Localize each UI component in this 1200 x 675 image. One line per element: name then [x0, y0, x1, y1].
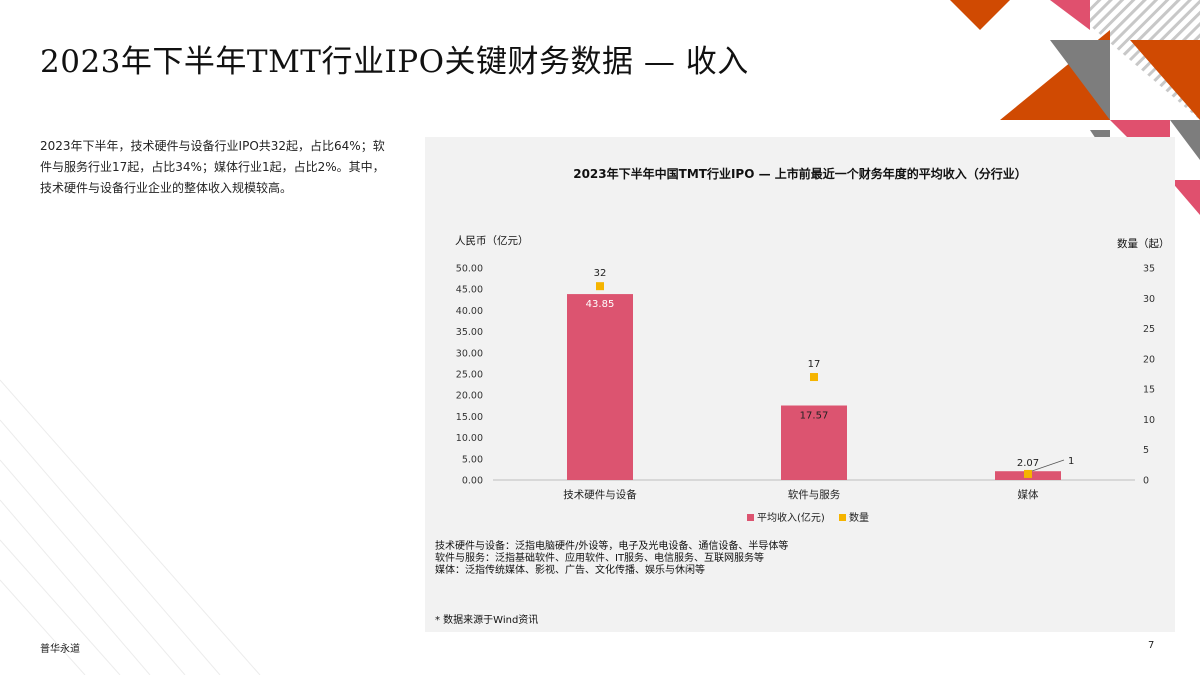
y-tick-right: 35 — [1143, 264, 1155, 275]
legend-label-count: 数量 — [849, 511, 869, 524]
y-tick-left: 0.00 — [462, 476, 483, 487]
decor-striped-top — [1060, 0, 1200, 120]
y-tick-left: 35.00 — [456, 327, 483, 338]
y-tick-left: 5.00 — [462, 454, 483, 465]
legend-swatch-count — [839, 514, 846, 521]
marker-leader-line — [1031, 459, 1065, 472]
y-tick-right: 5 — [1143, 445, 1149, 456]
count-value-label: 17 — [808, 359, 821, 370]
decor-pink-top — [1050, 0, 1090, 30]
count-marker — [810, 373, 818, 382]
y-tick-right: 0 — [1143, 476, 1149, 487]
count-marker — [1024, 469, 1032, 478]
summary-text: 2023年下半年，技术硬件与设备行业IPO共32起，占比64%；软件与服务行业1… — [40, 139, 385, 195]
page-number: 7 — [1148, 640, 1155, 651]
legend-swatch-revenue — [747, 514, 754, 521]
y-tick-left: 10.00 — [456, 433, 483, 444]
y-tick-left: 25.00 — [456, 370, 483, 381]
source-note: * 数据来源于Wind资讯 — [435, 615, 539, 626]
y-tick-left: 50.00 — [456, 264, 483, 275]
y-tick-right: 20 — [1143, 354, 1155, 365]
x-tick-label: 媒体 — [1018, 488, 1040, 501]
y-tick-right: 30 — [1143, 294, 1155, 305]
bar-value-label: 43.85 — [586, 299, 615, 310]
decor-bottom-lines — [0, 379, 261, 675]
category-notes: 技术硬件与设备：泛指电脑硬件/外设等，电子及光电设备、通信设备、半导体等 软件与… — [435, 541, 788, 577]
note-line-hardware: 技术硬件与设备：泛指电脑硬件/外设等，电子及光电设备、通信设备、半导体等 — [435, 541, 789, 552]
y-tick-right: 15 — [1143, 385, 1155, 396]
bar — [567, 294, 633, 480]
decor-orange-top — [950, 0, 1010, 30]
y-axis-left-label: 人民币（亿元） — [455, 234, 529, 247]
count-value-label: 1 — [1068, 456, 1074, 467]
chart-title: 2023年下半年中国TMT行业IPO — 上市前最近一个财务年度的平均收入（分行… — [573, 167, 1027, 181]
y-tick-left: 30.00 — [456, 348, 483, 359]
x-tick-label: 软件与服务 — [788, 488, 841, 501]
bar — [781, 405, 847, 480]
y-tick-right: 10 — [1143, 415, 1155, 426]
bar-value-label: 2.07 — [1017, 458, 1039, 469]
y-tick-left: 40.00 — [456, 306, 483, 317]
note-line-media: 媒体：泛指传统媒体、影视、广告、文化传播、娱乐与休闲等 — [435, 565, 705, 576]
decor-orange-large — [1000, 30, 1110, 120]
y-tick-left: 15.00 — [456, 412, 483, 423]
y-tick-left: 45.00 — [456, 285, 483, 296]
page-title: 2023年下半年TMT行业IPO关键财务数据 — 收入 — [40, 44, 749, 80]
bar-value-label: 17.57 — [800, 411, 829, 422]
count-marker — [596, 282, 604, 291]
count-value-label: 32 — [594, 268, 607, 279]
chart-panel: 2023年下半年中国TMT行业IPO — 上市前最近一个财务年度的平均收入（分行… — [425, 137, 1175, 632]
x-tick-label: 技术硬件与设备 — [563, 488, 637, 501]
y-tick-right: 25 — [1143, 324, 1155, 335]
legend-label-revenue: 平均收入(亿元) — [757, 511, 825, 524]
decor-orange-right — [1130, 40, 1200, 120]
footer-brand: 普华永道 — [40, 644, 80, 655]
note-line-software: 软件与服务：泛指基础软件、应用软件、IT服务、电信服务、互联网服务等 — [435, 553, 765, 564]
y-tick-left: 20.00 — [456, 391, 483, 402]
y-axis-right-label: 数量（起） — [1117, 237, 1170, 250]
decor-gray-mid — [1050, 40, 1110, 120]
chart-svg: 人民币（亿元） 数量（起） 0.00 5.00 10.00 15.00 20.00 25.00… — [455, 234, 1170, 524]
